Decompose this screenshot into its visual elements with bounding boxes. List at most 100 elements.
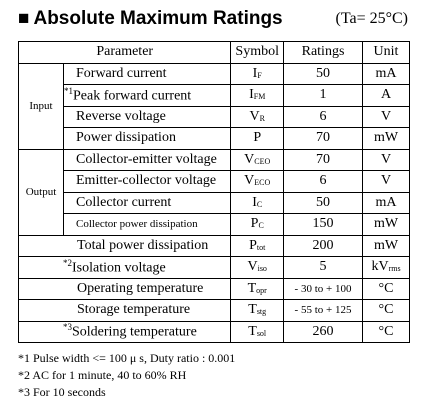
parameter-cell: Reverse voltage [62,105,232,128]
symbol-cell: Tstg [230,299,284,322]
parameter: Collector power dissipation [76,218,198,231]
unit: kV [371,259,389,275]
unit-cell: mA [362,62,410,85]
symbol-subscript: R [259,113,265,123]
parameter: Collector-emitter voltage [76,151,217,167]
symbol-cell: PC [230,213,284,236]
table-row: Total power dissipation Ptot 200 mW [17,234,410,257]
parameter-cell: Collector power dissipation [62,213,232,236]
unit-cell: kVrms [362,256,410,279]
ratings-table: Parameter Symbol Ratings Unit Input Forward c… [17,41,410,343]
unit-cell: mA [362,191,410,214]
symbol-cell: VR [230,105,284,128]
symbol: I [252,65,258,81]
parameter-cell: *2Isolation voltage [17,256,232,279]
symbol-cell: IC [230,191,284,214]
table-row: Emitter-collector voltage VECO 6 V [19,170,410,193]
parameter-cell: Operating temperature [17,277,232,300]
parameter: Operating temperature [77,280,204,296]
rating: 70 [283,148,363,171]
symbol-subscript: F [257,70,262,80]
rating: 6 [283,170,363,193]
unit: A [380,87,392,103]
symbol: V [249,108,260,124]
table-row: Collector current IC 50 mA [19,191,410,214]
rating: 6 [283,105,363,128]
column-header: Symbol [230,41,284,64]
table-row: Power dissipation P 70 mW [19,127,410,150]
table-row: Output Collector-emitter voltage VCEO 70 V [18,148,410,236]
symbol-subscript: opr [256,285,267,295]
parameter: Forward current [76,65,167,81]
symbol-subscript: C [258,221,264,231]
symbol-subscript: FM [253,92,266,102]
unit-cell: V [362,170,410,193]
symbol: V [247,259,258,275]
symbol-cell: IFM [230,84,284,107]
footnote: *2 AC for 1 minute, 40 to 60% RH [18,368,187,382]
header-row: Parameter Symbol Ratings Unit [17,41,410,64]
symbol-cell: Viso [230,256,284,279]
note-marker: *3 [63,322,72,333]
rating: 1 [283,84,363,107]
parameter-cell: Total power dissipation [17,234,232,257]
rating: - 55 to + 125 [283,299,363,322]
rating: 260 [283,320,363,343]
rating: - 30 to + 100 [283,277,363,300]
symbol-cell: Tsol [230,320,284,343]
rating: 50 [283,191,363,214]
symbol-subscript: sol [256,328,267,338]
parameter: Power dissipation [76,130,176,146]
title: Absolute Maximum Ratings [33,8,283,29]
unit-cell: V [362,148,410,171]
footnote: *3 For 10 seconds [18,385,106,399]
rating: 50 [283,62,363,85]
parameter: Total power dissipation [77,237,209,253]
parameter: Peak forward current [73,88,192,104]
unit-cell: mW [362,127,410,150]
symbol: I [252,194,257,210]
symbol: V [244,151,255,167]
parameter: Isolation voltage [72,260,166,276]
parameter-cell: *1Peak forward current [62,84,232,107]
parameter-cell: Collector-emitter voltage [62,148,232,171]
symbol-subscript: C [256,199,263,209]
symbol: T [248,302,257,318]
symbol-cell: VECO [230,170,284,193]
parameter: Storage temperature [77,302,191,318]
parameter-cell: Forward current [62,62,232,85]
symbol-subscript: stg [256,307,267,317]
column-header: Unit [362,41,410,64]
group-label: Input [18,62,64,150]
unit: °C [378,302,394,318]
unit-cell: °C [362,299,410,322]
rating: 150 [283,213,363,236]
header: ■ Absolute Maximum Ratings (Ta= 25°C) [18,8,410,34]
unit: V [380,151,392,167]
unit: mA [375,194,397,210]
symbol-cell: Ptot [230,234,284,257]
parameter: Emitter-collector voltage [76,173,217,189]
parameter-cell: Power dissipation [62,127,232,150]
symbol-cell: IF [230,62,284,85]
parameter-cell: *3Soldering temperature [17,320,232,343]
note-marker: *1 [64,85,73,96]
unit: mW [373,130,399,146]
unit-cell: mW [362,213,410,236]
column-header: Ratings [283,41,363,64]
table-row: Reverse voltage VR 6 V [19,105,410,128]
symbol-cell: P [230,127,284,150]
symbol-subscript: ECO [254,178,271,188]
marker: ■ [18,8,30,29]
symbol-subscript: iso [257,264,267,274]
parameter: Reverse voltage [76,108,166,124]
symbol: T [248,323,257,339]
symbol-cell: VCEO [230,148,284,171]
unit-cell: °C [362,277,410,300]
note-marker: *2 [63,257,72,268]
symbol-cell: Topr [230,277,284,300]
table-row: Collector power dissipation PC 150 mW [19,213,410,236]
rating: 200 [283,234,363,257]
footnote: *1 Pulse width <= 100 μ s, Duty ratio : … [18,351,236,365]
symbol: V [244,173,255,189]
